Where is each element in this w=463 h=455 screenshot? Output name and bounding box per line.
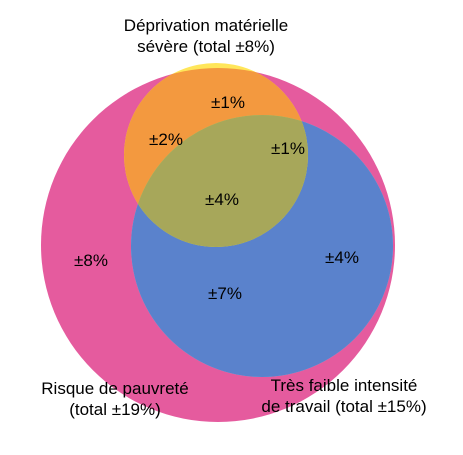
- work-label-line1: Très faible intensité: [270, 376, 418, 395]
- all-three-overlap: [131, 115, 308, 247]
- region-all-three: ±4%: [205, 190, 239, 209]
- deprivation-set-label: Déprivation matérielle sévère (total ±8%…: [96, 15, 316, 57]
- region-deprivation-poverty: ±2%: [149, 130, 183, 149]
- region-poverty-only: ±8%: [74, 251, 108, 270]
- poverty-set-label: Risque de pauvreté (total ±19%): [10, 378, 220, 420]
- region-deprivation-work: ±1%: [271, 139, 305, 158]
- work-label-line2: de travail (total ±15%): [261, 397, 427, 416]
- deprivation-label-line2: sévère (total ±8%): [137, 37, 275, 56]
- poverty-label-line2: (total ±19%): [69, 400, 161, 419]
- deprivation-label-line1: Déprivation matérielle: [123, 16, 289, 35]
- region-poverty-work: ±7%: [208, 284, 242, 303]
- poverty-label-line1: Risque de pauvreté: [41, 379, 189, 398]
- region-deprivation-only: ±1%: [211, 93, 245, 112]
- region-work-only: ±4%: [325, 248, 359, 267]
- work-intensity-set-label: Très faible intensité de travail (total …: [232, 375, 456, 417]
